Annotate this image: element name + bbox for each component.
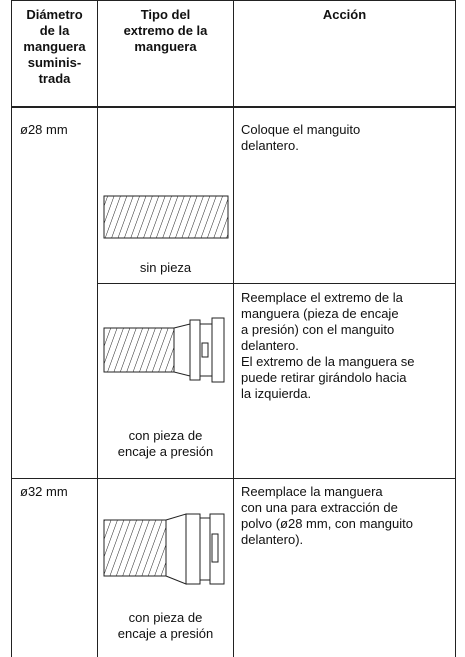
end-type-label: encaje a presión xyxy=(117,444,214,459)
action-text: polvo (ø28 mm, con manguito xyxy=(241,516,413,531)
action-text: Coloque el manguito xyxy=(241,122,361,137)
header-cell: Acción xyxy=(322,7,367,22)
table-border xyxy=(233,0,234,657)
end-type-label: encaje a presión xyxy=(117,626,214,641)
table-border xyxy=(455,0,456,657)
table-border xyxy=(11,0,12,657)
action-text: con una para extracción de xyxy=(241,500,398,515)
header-cell: Tipo del xyxy=(140,7,191,22)
action-text: delantero. xyxy=(241,138,299,153)
header-cell: de la xyxy=(39,23,70,38)
header-cell: extremo de la xyxy=(123,23,208,38)
hose-push-fit xyxy=(103,317,225,383)
action-text: la izquierda. xyxy=(241,386,312,401)
header-cell: manguera xyxy=(134,39,197,54)
action-text: puede retirar girándolo hacia xyxy=(241,370,407,385)
header-cell: Diámetro xyxy=(26,7,83,22)
header-cell: trada xyxy=(38,71,71,86)
action-text: manguera (pieza de encaje xyxy=(241,306,399,321)
diameter: ø28 mm xyxy=(20,122,68,137)
action-text: Reemplace el extremo de la xyxy=(241,290,403,305)
end-type-label: sin pieza xyxy=(139,260,192,275)
table-border xyxy=(97,0,98,657)
end-type-label: con pieza de xyxy=(128,610,203,625)
header-cell: manguera xyxy=(23,39,86,54)
end-type-label: con pieza de xyxy=(128,428,203,443)
action-text: Reemplace la manguera xyxy=(241,484,383,499)
table-border xyxy=(97,283,456,284)
action-text: a presión) con el manguito xyxy=(241,322,395,337)
action-text: delantero). xyxy=(241,532,304,547)
diameter: ø32 mm xyxy=(20,484,68,499)
action-text: delantero. xyxy=(241,338,299,353)
header-cell: suminis- xyxy=(27,55,82,70)
hose-push-fit-32 xyxy=(103,513,225,585)
hose-plain xyxy=(103,195,229,239)
action-text: El extremo de la manguera se xyxy=(241,354,415,369)
